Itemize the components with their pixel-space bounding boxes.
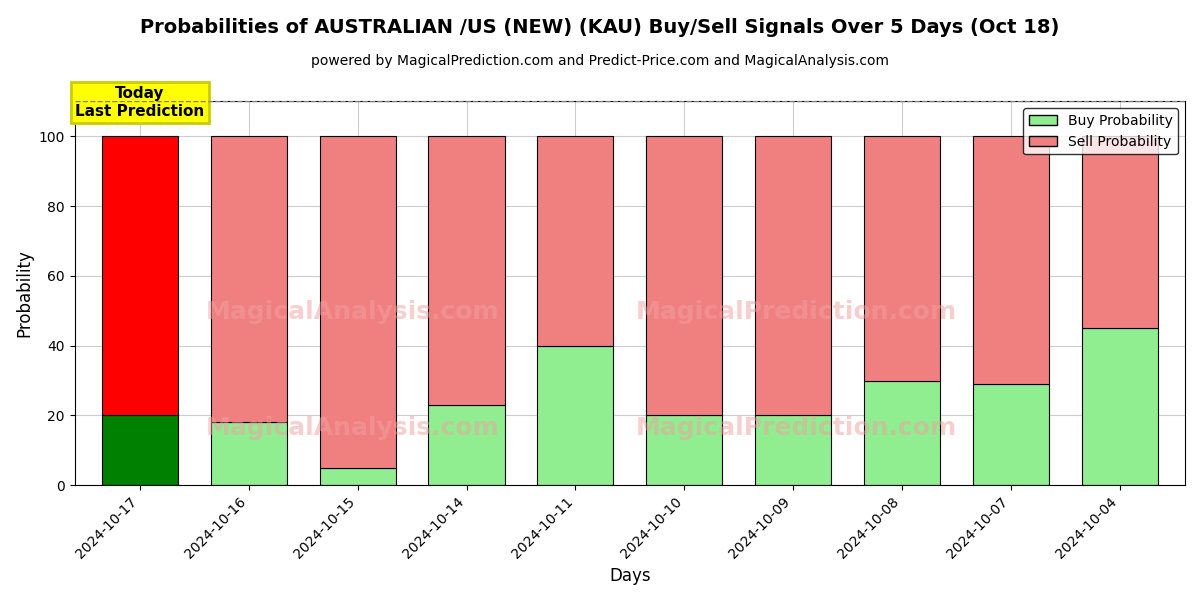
Bar [973,136,1049,384]
Bar [755,136,832,415]
Bar [646,136,722,415]
Bar [319,468,396,485]
Bar [973,384,1049,485]
Text: MagicalAnalysis.com: MagicalAnalysis.com [205,416,499,440]
Bar [428,405,505,485]
Bar [1081,136,1158,328]
X-axis label: Days: Days [610,567,650,585]
Bar [538,136,613,346]
Text: MagicalPrediction.com: MagicalPrediction.com [636,301,958,325]
Bar [211,136,287,422]
Bar [211,422,287,485]
Text: Probabilities of AUSTRALIAN /US (NEW) (KAU) Buy/Sell Signals Over 5 Days (Oct 18: Probabilities of AUSTRALIAN /US (NEW) (K… [140,18,1060,37]
Y-axis label: Probability: Probability [16,250,34,337]
Text: powered by MagicalPrediction.com and Predict-Price.com and MagicalAnalysis.com: powered by MagicalPrediction.com and Pre… [311,54,889,68]
Bar [755,415,832,485]
Legend: Buy Probability, Sell Probability: Buy Probability, Sell Probability [1024,109,1178,154]
Bar [646,415,722,485]
Bar [319,136,396,468]
Bar [538,346,613,485]
Text: MagicalPrediction.com: MagicalPrediction.com [636,416,958,440]
Bar [1081,328,1158,485]
Bar [864,380,940,485]
Bar [864,136,940,380]
Bar [428,136,505,405]
Bar [102,136,178,415]
Text: Today
Last Prediction: Today Last Prediction [76,86,204,119]
Text: MagicalAnalysis.com: MagicalAnalysis.com [205,301,499,325]
Bar [102,415,178,485]
